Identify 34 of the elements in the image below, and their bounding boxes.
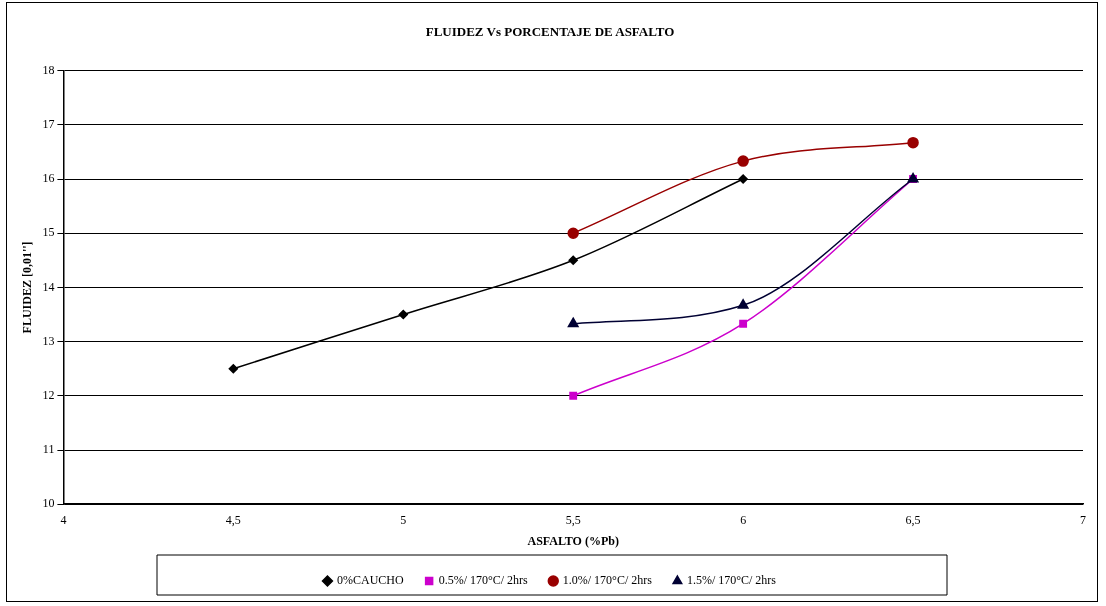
chart-title: FLUIDEZ Vs PORCENTAJE DE ASFALTO xyxy=(425,24,675,40)
legend-label: 1.0%/ 170°C/ 2hrs xyxy=(562,573,653,588)
y-tick-label: 10 xyxy=(42,496,55,511)
y-tick-label: 13 xyxy=(42,333,55,348)
x-axis-title: ASFALTO (%Pb) xyxy=(527,533,619,548)
y-tick-label: 16 xyxy=(42,171,55,186)
point xyxy=(907,136,919,149)
legend-label: 0%CAUCHO xyxy=(336,573,404,588)
x-tick-label: 4,5 xyxy=(225,512,241,527)
y-tick-label: 11 xyxy=(42,442,55,457)
y-tick-label: 18 xyxy=(42,62,55,77)
point xyxy=(739,319,748,328)
y-tick-label: 12 xyxy=(42,387,55,402)
y-axis-title: FLUIDEZ [0,01''] xyxy=(20,241,35,334)
point xyxy=(737,155,749,167)
point xyxy=(398,309,409,320)
point xyxy=(737,299,749,309)
y-tick-label: 14 xyxy=(42,279,55,294)
x-tick-label: 5,5 xyxy=(565,512,581,527)
x-tick-label: 6,5 xyxy=(905,512,921,527)
point xyxy=(228,363,239,374)
y-tick-label: 17 xyxy=(42,116,55,131)
x-tick-label: 5 xyxy=(400,512,407,527)
point xyxy=(738,174,748,184)
legend-label: 1.5%/ 170°C/ 2hrs xyxy=(686,573,777,588)
x-tick-label: 7 xyxy=(1080,512,1086,527)
legend-label: 0.5%/ 170°C/ 2hrs xyxy=(438,573,529,588)
point xyxy=(567,227,579,239)
point xyxy=(568,255,578,266)
point xyxy=(567,317,579,328)
point xyxy=(569,391,578,400)
x-tick-label: 4 xyxy=(60,512,67,527)
y-tick-label: 15 xyxy=(42,225,55,240)
x-tick-label: 6 xyxy=(740,512,747,527)
